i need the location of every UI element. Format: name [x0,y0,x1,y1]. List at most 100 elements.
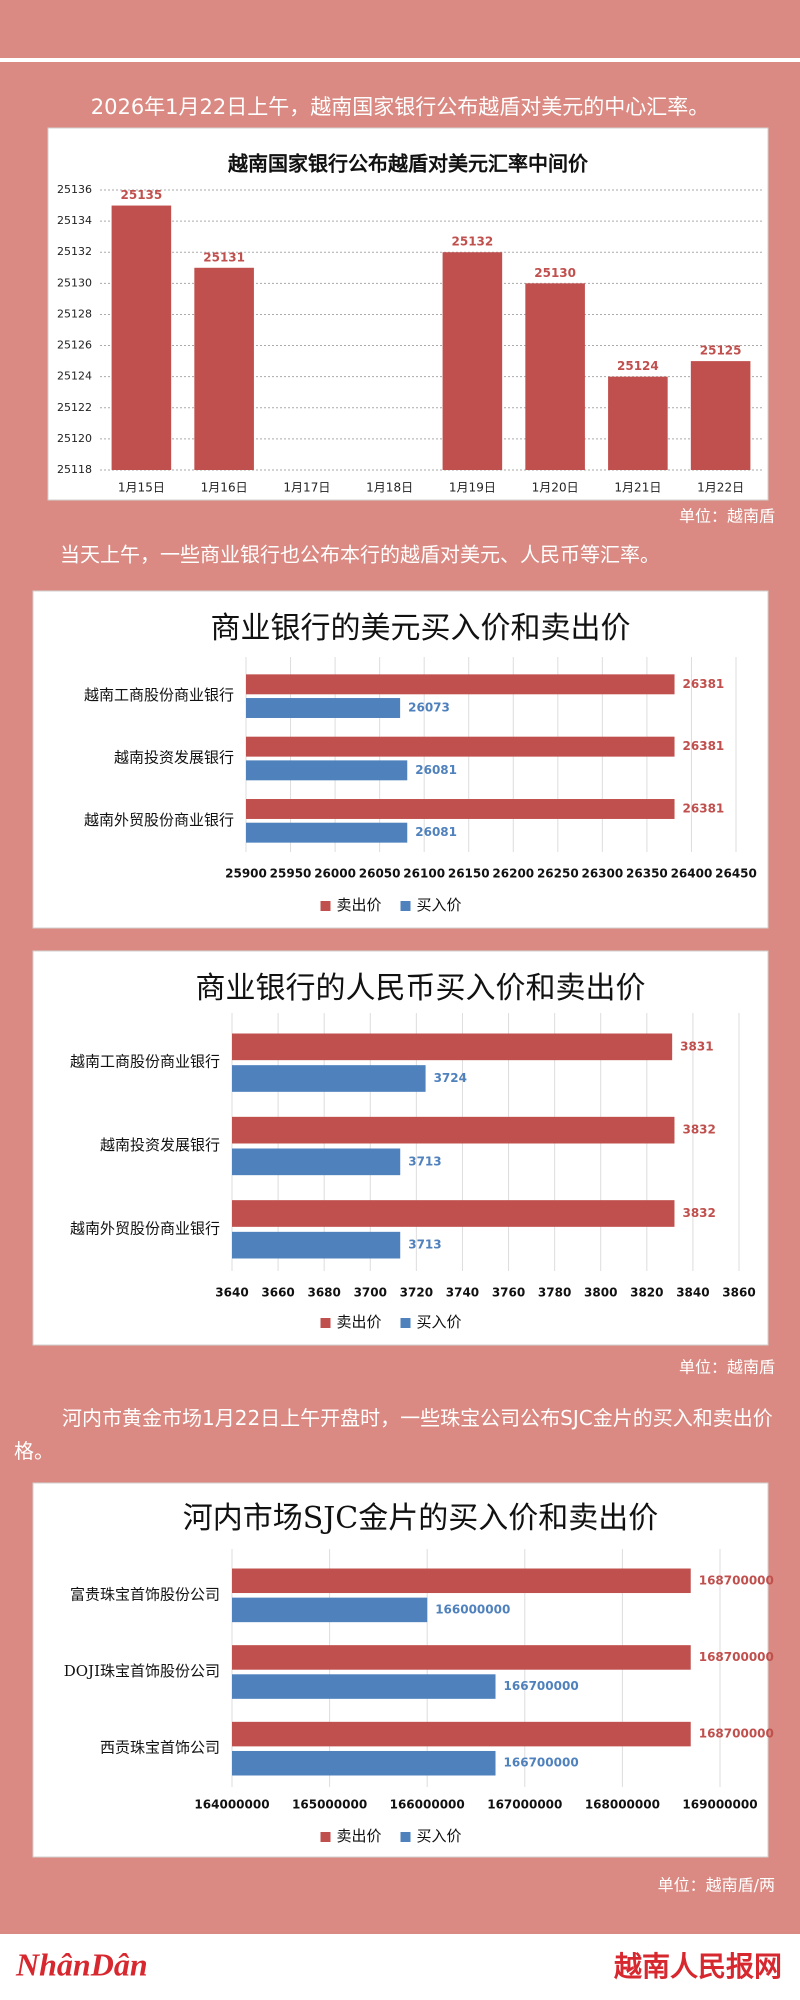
x-tick-label: 3640 [215,1286,248,1300]
bar [232,1597,428,1623]
x-tick-label: 3760 [492,1286,525,1300]
bar [246,674,675,695]
bar [246,799,675,819]
legend-label: 买入价 [417,1827,462,1845]
data-label: 166700000 [504,1756,579,1770]
data-label: 3713 [408,1238,441,1252]
x-tick-label: 26300 [581,867,623,881]
bar [232,1721,691,1747]
x-tick-label: 3720 [400,1286,433,1300]
footer-band [0,1934,800,2000]
x-tick-label: 26250 [537,867,579,881]
x-tick-label: 3780 [538,1286,571,1300]
legend-label: 买入价 [417,896,462,914]
x-tick-label: 3860 [722,1286,755,1300]
bar [232,1116,675,1144]
x-tick-label: 25900 [225,867,267,881]
y-tick-label: 越南外贸股份商业银行 [70,1219,220,1237]
data-label: 25124 [617,359,659,373]
x-tick-label: 1月19日 [449,481,496,495]
y-tick-label: 西贡珠宝首饰公司 [100,1739,220,1757]
bar [232,1033,673,1061]
top-rule [0,58,800,62]
data-label: 25125 [700,344,742,358]
data-label: 26381 [683,677,725,691]
x-tick-label: 1月18日 [366,481,413,495]
legend-swatch [400,1832,411,1842]
bar [442,252,503,470]
x-tick-label: 168000000 [585,1798,660,1812]
bar [232,1148,401,1176]
x-tick-label: 3680 [307,1286,340,1300]
legend-label: 卖出价 [337,1313,382,1331]
legend-label: 卖出价 [337,1827,382,1845]
x-tick-label: 165000000 [292,1798,367,1812]
y-tick-label: 越南投资发展银行 [100,1136,220,1154]
data-label: 25130 [534,266,576,280]
site-name: 越南人民报网 [614,1950,782,1983]
data-label: 3832 [682,1206,715,1220]
bar [232,1568,691,1594]
y-tick-label: 越南工商股份商业银行 [70,1053,220,1071]
x-tick-label: 26200 [492,867,534,881]
x-tick-label: 1月17日 [283,481,330,495]
unit-note: 单位：越南盾 [679,507,775,526]
x-tick-label: 1月16日 [201,481,248,495]
y-tick-label: 25130 [57,276,92,289]
data-label: 3724 [434,1071,467,1085]
x-tick-label: 26000 [314,867,356,881]
data-label: 3831 [680,1039,713,1053]
data-label: 25132 [452,235,494,249]
x-tick-label: 164000000 [194,1798,269,1812]
x-tick-label: 169000000 [682,1798,757,1812]
x-tick-label: 26100 [403,867,445,881]
legend-swatch [400,1318,411,1328]
x-tick-label: 3700 [354,1286,387,1300]
bar [690,361,751,470]
y-tick-label: 25126 [57,339,92,352]
bar [246,760,408,781]
chart-title: 商业银行的人民币买入价和卖出价 [196,971,646,1006]
unit-note: 单位：越南盾 [679,1358,775,1377]
legend-swatch [320,1832,331,1842]
y-tick-label: DOJI珠宝首饰股份公司 [64,1662,220,1680]
bar [525,283,585,470]
y-tick-label: 越南工商股份商业银行 [84,686,234,704]
x-tick-label: 1月20日 [532,481,579,495]
x-tick-label: 3800 [584,1286,617,1300]
x-tick-label: 1月15日 [118,481,165,495]
y-tick-label: 25124 [57,370,92,383]
data-label: 26381 [683,739,725,753]
y-tick-label: 富贵珠宝首饰股份公司 [70,1585,220,1603]
x-tick-label: 26450 [715,867,757,881]
y-tick-label: 25122 [57,401,92,414]
x-tick-label: 3740 [446,1286,479,1300]
bar [246,698,401,718]
x-tick-label: 1月22日 [697,481,744,495]
chart-panel [32,590,769,929]
data-label: 166000000 [435,1602,510,1616]
y-tick-label: 越南外贸股份商业银行 [84,811,234,829]
y-tick-label: 25120 [57,432,92,445]
x-tick-label: 3840 [676,1286,709,1300]
bar [246,822,408,843]
chart-title: 商业银行的美元买入价和卖出价 [211,611,631,646]
chart-panel [32,1482,769,1858]
data-label: 168700000 [699,1650,774,1664]
bar [608,376,668,470]
x-tick-label: 26150 [448,867,490,881]
y-tick-label: 25136 [57,183,92,196]
chart-title: 河内市场SJC金片的买入价和卖出价 [183,1501,659,1536]
y-tick-label: 25118 [57,463,92,476]
x-tick-label: 167000000 [487,1798,562,1812]
intro-text: 河内市黄金市场1月22日上午开盘时，一些珠宝公司公布SJC金片的买入和卖出价格。 [14,1406,773,1463]
y-tick-label: 25132 [57,245,92,258]
data-label: 26073 [408,701,450,715]
data-label: 25131 [203,250,245,264]
data-label: 168700000 [699,1573,774,1587]
data-label: 26081 [415,763,457,777]
data-label: 3713 [408,1154,441,1168]
bar [232,1750,496,1776]
